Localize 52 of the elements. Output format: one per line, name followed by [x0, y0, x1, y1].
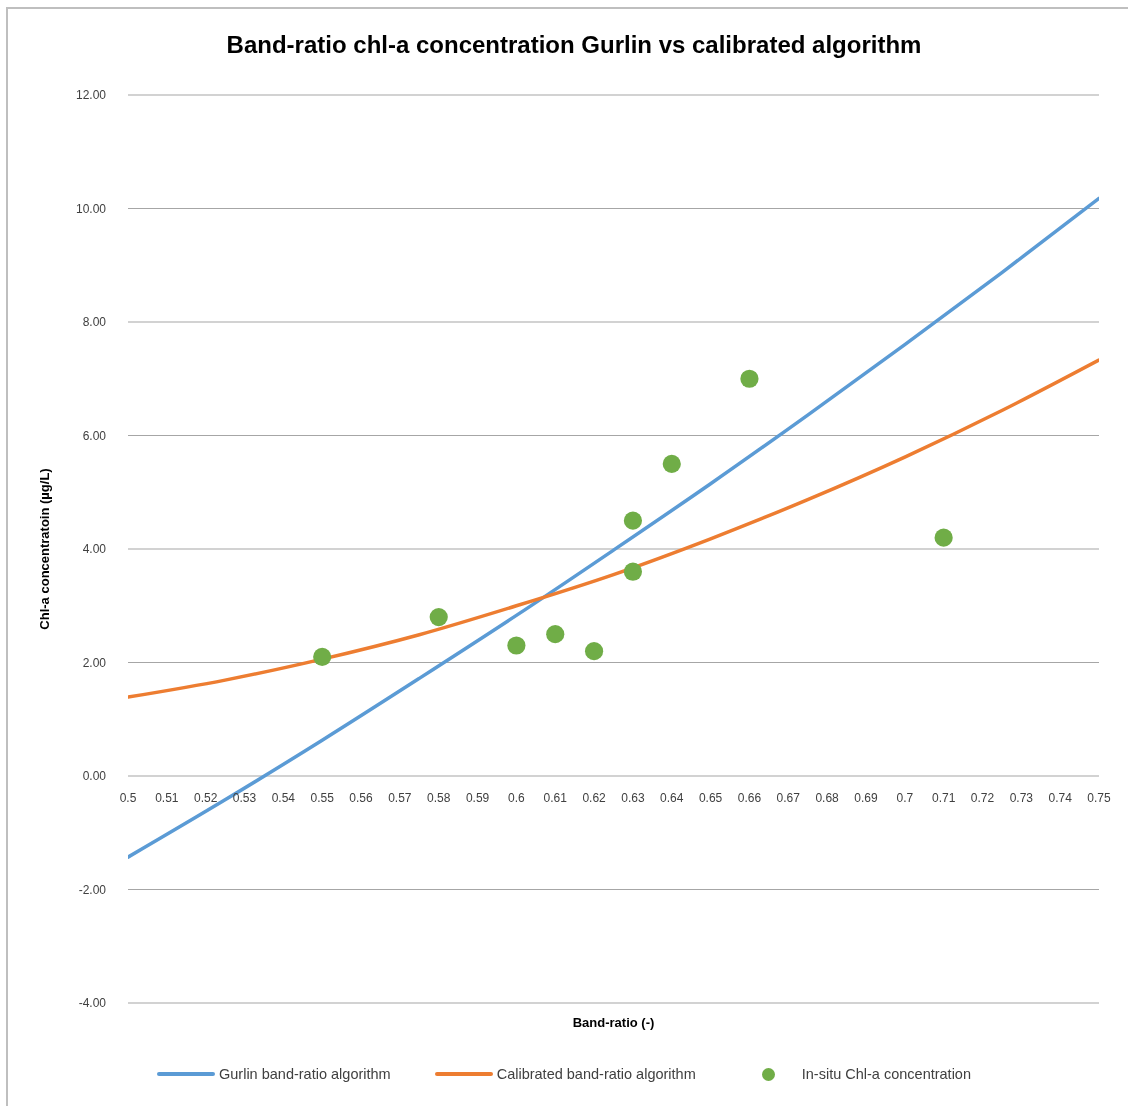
legend-label: Gurlin band-ratio algorithm [219, 1066, 391, 1082]
x-tick-label: 0.69 [854, 790, 878, 805]
point [546, 625, 565, 644]
y-axis-title: Chl-a concentratoin (µg/L) [36, 468, 52, 630]
x-tick-label: 0.7 [896, 790, 914, 805]
y-tick-label: 4.00 [82, 542, 107, 557]
x-tick-label: 0.61 [543, 790, 568, 805]
point [934, 528, 953, 547]
x-tick-label: 0.53 [232, 790, 257, 805]
point [623, 511, 643, 530]
x-tick-label: 0.73 [1009, 790, 1034, 805]
x-tick-label: 0.5 [119, 790, 137, 805]
point [623, 562, 643, 581]
y-tick-label: 10.00 [75, 201, 107, 216]
y-tick-label: -2.00 [78, 882, 107, 897]
x-tick-label: 0.62 [582, 790, 607, 805]
x-tick-label: 0.6 [508, 790, 526, 805]
y-tick-label: 6.00 [82, 428, 107, 443]
x-tick-label: 0.51 [155, 790, 179, 805]
x-tick-label: 0.64 [660, 790, 684, 805]
x-tick-label: 0.52 [194, 790, 218, 805]
point [584, 642, 604, 661]
point [507, 636, 526, 655]
legend-label: Calibrated band-ratio algorithm [496, 1066, 696, 1082]
x-tick-label: 0.59 [465, 790, 490, 805]
x-tick-label: 0.75 [1087, 790, 1111, 805]
x-tick-label: 0.68 [815, 790, 840, 805]
y-tick-label: -4.00 [78, 996, 107, 1011]
x-tick-label: 0.55 [310, 790, 335, 805]
x-tick-label: 0.58 [427, 790, 451, 805]
x-tick-label: 0.71 [931, 790, 956, 805]
x-tick-label: 0.74 [1048, 790, 1073, 805]
line-series [128, 358, 1099, 699]
chart-title: Band-ratio chl-a concentration Gurlin vs calibrated algorithm [225, 31, 923, 59]
y-tick-label: 12.00 [75, 88, 107, 103]
y-tick-label: 8.00 [82, 315, 107, 330]
x-tick-label: 0.72 [970, 790, 995, 805]
point [313, 647, 332, 666]
x-tick-label: 0.56 [349, 790, 374, 805]
point [429, 608, 448, 627]
y-tick-label: 2.00 [82, 655, 107, 670]
x-tick-label: 0.54 [271, 790, 296, 805]
x-axis-title: Band-ratio (-) [572, 1015, 655, 1030]
x-tick-label: 0.63 [621, 790, 645, 805]
x-tick-label: 0.65 [698, 790, 723, 805]
legend-label: In-situ Chl-a concentration [801, 1066, 971, 1082]
point [740, 369, 759, 388]
y-tick-label: 0.00 [82, 769, 107, 784]
x-tick-label: 0.67 [776, 790, 801, 805]
x-tick-label: 0.66 [737, 790, 762, 805]
x-tick-label: 0.57 [388, 790, 412, 805]
point [662, 454, 681, 473]
